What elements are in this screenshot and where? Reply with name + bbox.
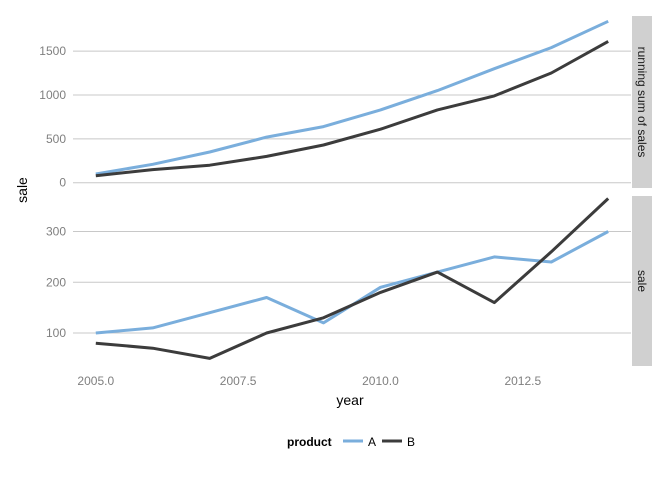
facet-panel: 100 200 300 sale [46,196,652,366]
x-tick-label: 2005.0 [77,374,114,388]
x-axis-title: year [336,392,364,408]
y-tick-label: 300 [46,225,66,239]
y-tick-label: 1000 [39,88,66,102]
series-line-a [95,19,609,176]
x-tick-label: 2012.5 [504,374,541,388]
x-tick-label: 2010.0 [362,374,399,388]
y-axis-title: sale [14,177,30,203]
x-axis: 2005.0 2007.5 2010.0 2012.5 [77,374,541,388]
facet-strip [632,196,652,366]
y-tick-label: 0 [59,176,66,190]
y-tick-label: 100 [46,326,66,340]
legend-title: product [287,435,332,449]
y-tick-label: 200 [46,275,66,289]
facet-panel: 0 500 1000 1500 running sum of sales [39,16,652,190]
facet-panels: 0 500 1000 1500 running sum of sales 100 200 30… [39,16,652,366]
legend-label-b: B [407,435,415,449]
facet-strip-label: sale [635,270,649,292]
y-tick-label: 1500 [39,44,66,58]
facet-strip [632,16,652,188]
series-line-b [95,197,610,360]
facet-strip-label: running sum of sales [635,47,649,158]
legend: product A B [287,435,415,449]
y-tick-label: 500 [46,132,66,146]
legend-label-a: A [368,435,376,449]
x-tick-label: 2007.5 [220,374,257,388]
series-line-b [95,40,609,178]
